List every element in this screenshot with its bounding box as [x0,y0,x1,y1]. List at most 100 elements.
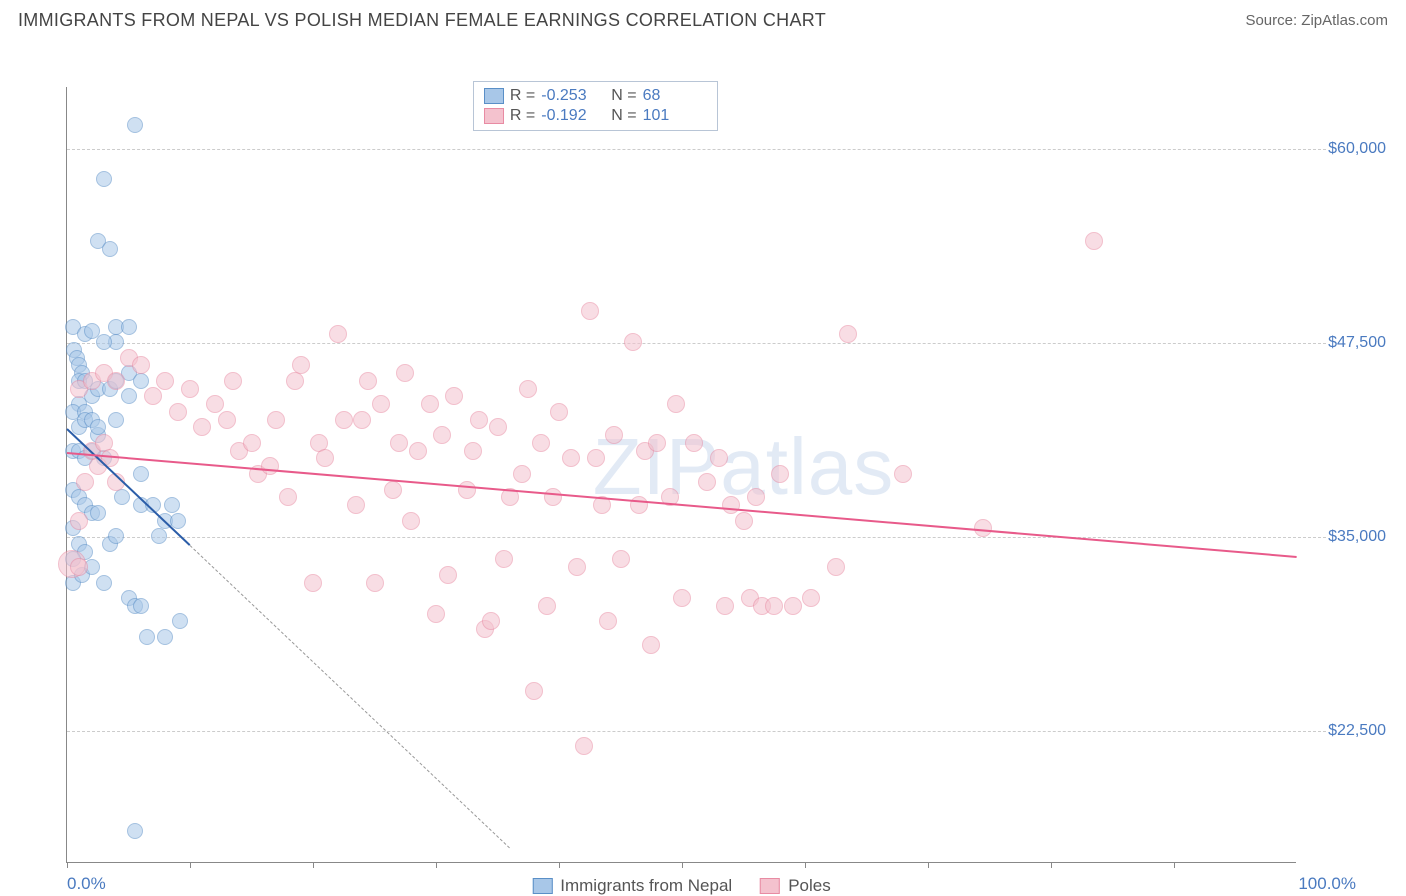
scatter-point-poles [70,558,88,576]
scatter-point-poles [402,512,420,530]
scatter-point-poles [784,597,802,615]
scatter-point-poles [495,550,513,568]
x-tick [1051,862,1052,868]
scatter-point-poles [396,364,414,382]
scatter-point-poles [771,465,789,483]
scatter-point-poles [525,682,543,700]
scatter-point-poles [224,372,242,390]
scatter-point-poles [292,356,310,374]
y-tick-label: $60,000 [1306,140,1386,158]
scatter-point-nepal [90,505,106,521]
scatter-point-poles [642,636,660,654]
scatter-point-poles [107,372,125,390]
scatter-point-nepal [133,373,149,389]
scatter-point-nepal [108,528,124,544]
scatter-point-poles [605,426,623,444]
scatter-point-poles [716,597,734,615]
legend-r-label: R = [510,87,535,105]
scatter-point-nepal [96,171,112,187]
scatter-point-nepal [133,466,149,482]
gridline [67,731,1326,732]
scatter-point-poles [433,426,451,444]
scatter-point-poles [550,403,568,421]
scatter-point-poles [347,496,365,514]
scatter-point-poles [470,411,488,429]
scatter-point-nepal [121,319,137,335]
scatter-point-poles [156,372,174,390]
x-tick [190,862,191,868]
gridline [67,537,1326,538]
scatter-point-poles [409,442,427,460]
scatter-point-poles [630,496,648,514]
legend-n-value: 101 [643,107,707,125]
chart-source: Source: ZipAtlas.com [1245,12,1388,29]
legend-swatch [484,88,504,104]
legend-n-label: N = [611,107,636,125]
scatter-point-poles [839,325,857,343]
scatter-point-poles [648,434,666,452]
chart-title: IMMIGRANTS FROM NEPAL VS POLISH MEDIAN F… [18,10,826,31]
scatter-point-poles [747,488,765,506]
scatter-point-poles [181,380,199,398]
scatter-point-nepal [139,629,155,645]
plot-area: $22,500$35,000$47,500$60,0000.0%100.0%ZI… [66,87,1296,863]
scatter-point-poles [76,473,94,491]
legend-r-value: -0.253 [541,87,605,105]
scatter-point-poles [894,465,912,483]
scatter-point-poles [532,434,550,452]
scatter-point-poles [206,395,224,413]
scatter-point-poles [335,411,353,429]
legend-r-value: -0.192 [541,107,605,125]
x-tick [682,862,683,868]
y-tick-label: $22,500 [1306,722,1386,740]
y-tick-label: $35,000 [1306,528,1386,546]
scatter-point-poles [279,488,297,506]
y-tick-label: $47,500 [1306,334,1386,352]
scatter-point-poles [261,457,279,475]
scatter-point-poles [464,442,482,460]
scatter-point-poles [353,411,371,429]
scatter-point-poles [366,574,384,592]
scatter-point-poles [482,612,500,630]
scatter-point-nepal [127,117,143,133]
scatter-point-poles [243,434,261,452]
scatter-point-nepal [96,334,112,350]
scatter-point-poles [169,403,187,421]
scatter-point-poles [562,449,580,467]
scatter-point-poles [218,411,236,429]
x-tick [67,862,68,868]
legend-series-name: Immigrants from Nepal [560,876,732,896]
legend-series-name: Poles [788,876,831,896]
x-axis-max-label: 100.0% [1298,874,1356,894]
gridline [67,343,1326,344]
legend-swatch [484,108,504,124]
series-legend: Immigrants from Nepal Poles [532,876,830,896]
scatter-point-nepal [127,823,143,839]
scatter-point-poles [372,395,390,413]
scatter-point-poles [513,465,531,483]
scatter-point-poles [802,589,820,607]
scatter-point-poles [70,512,88,530]
scatter-point-poles [765,597,783,615]
scatter-point-poles [421,395,439,413]
scatter-point-nepal [164,497,180,513]
scatter-point-nepal [108,412,124,428]
scatter-point-nepal [172,613,188,629]
scatter-point-poles [384,481,402,499]
x-axis-min-label: 0.0% [67,874,106,894]
scatter-point-poles [698,473,716,491]
x-tick [805,862,806,868]
scatter-point-poles [544,488,562,506]
scatter-point-poles [304,574,322,592]
x-tick [313,862,314,868]
scatter-point-nepal [157,629,173,645]
scatter-point-poles [329,325,347,343]
scatter-point-poles [599,612,617,630]
legend-n-value: 68 [643,87,707,105]
scatter-point-poles [624,333,642,351]
x-tick [436,862,437,868]
scatter-point-nepal [121,388,137,404]
scatter-point-poles [445,387,463,405]
scatter-point-poles [359,372,377,390]
scatter-point-poles [581,302,599,320]
